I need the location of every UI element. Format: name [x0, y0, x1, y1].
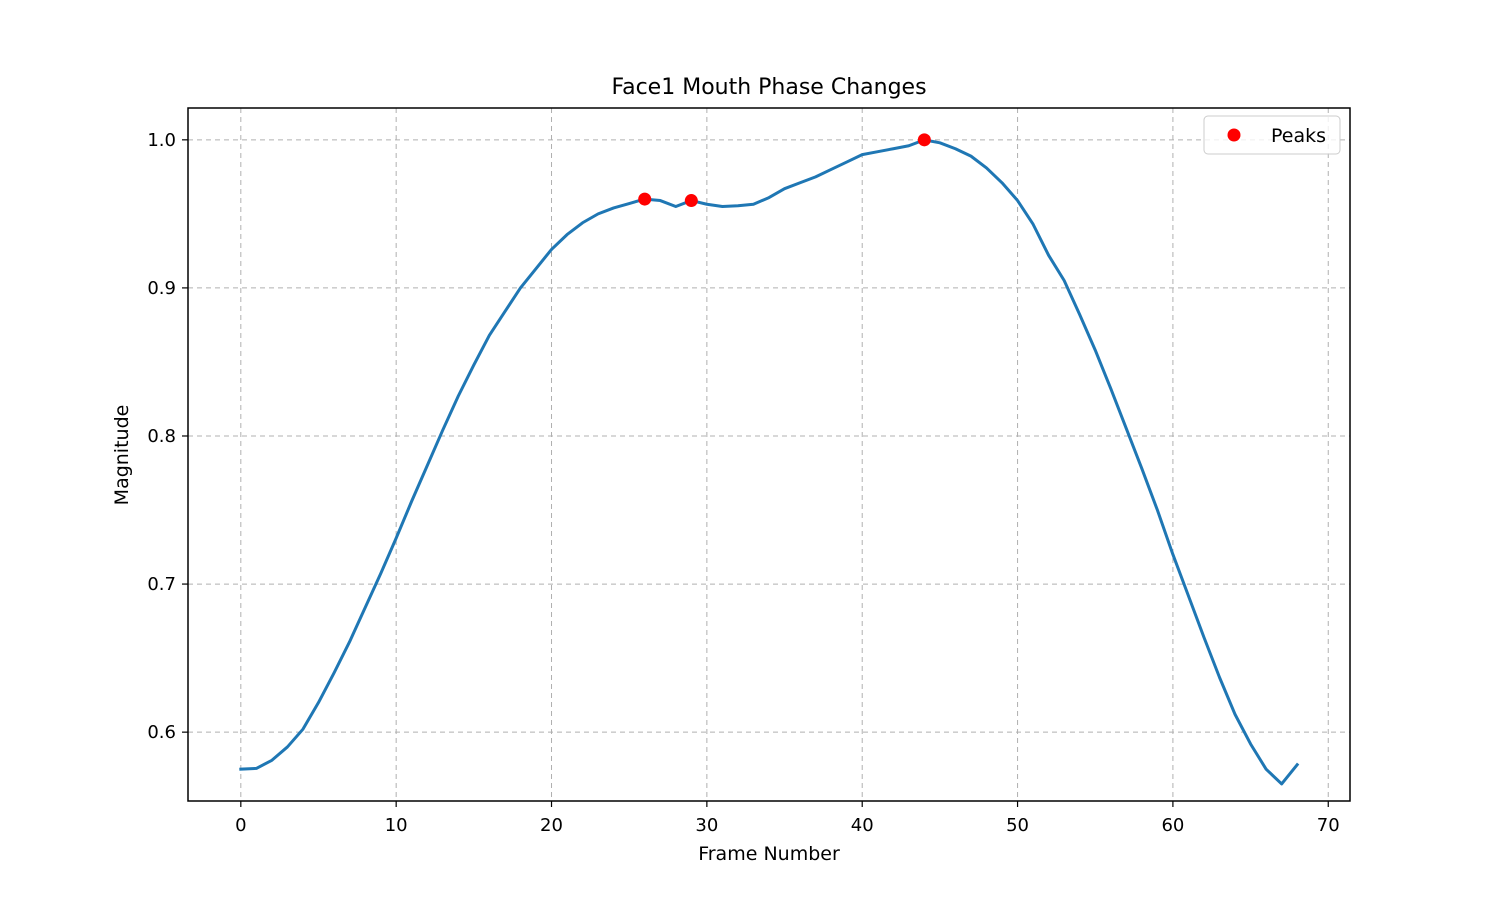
x-tick-label: 0 [235, 815, 246, 836]
y-axis-label: Magnitude [111, 405, 133, 506]
x-tick-label: 40 [851, 815, 874, 836]
plot-frame [187, 107, 1351, 802]
y-tick-label: 1.0 [147, 130, 176, 151]
y-tick-label: 0.8 [147, 426, 176, 447]
magnitude-line [239, 138, 1300, 786]
y-tick-label: 0.7 [147, 574, 176, 595]
grid [188, 108, 1350, 801]
plot-area [239, 133, 1300, 786]
x-tick-label: 50 [1006, 815, 1029, 836]
x-tick-label: 10 [385, 815, 408, 836]
x-tick-label: 20 [540, 815, 563, 836]
peak-marker [917, 133, 931, 147]
legend-box [1203, 115, 1341, 155]
peak-marker [638, 192, 652, 206]
x-tick-label: 70 [1317, 815, 1340, 836]
y-tick-label: 0.9 [147, 278, 176, 299]
x-axis-label: Frame Number [698, 843, 840, 865]
peak-marker [684, 194, 698, 208]
x-axis-ticks: 0 10 20 30 40 50 60 70 [235, 801, 1340, 836]
legend-peaks-marker [1227, 128, 1241, 142]
y-tick-label: 0.6 [147, 722, 176, 743]
chart-title: Face1 Mouth Phase Changes [611, 75, 926, 100]
legend: Peaks [1203, 115, 1341, 155]
x-tick-label: 60 [1161, 815, 1184, 836]
legend-peaks-label: Peaks [1271, 125, 1326, 147]
y-axis-ticks: 0.6 0.7 0.8 0.9 1.0 [147, 130, 188, 743]
x-tick-label: 30 [695, 815, 718, 836]
